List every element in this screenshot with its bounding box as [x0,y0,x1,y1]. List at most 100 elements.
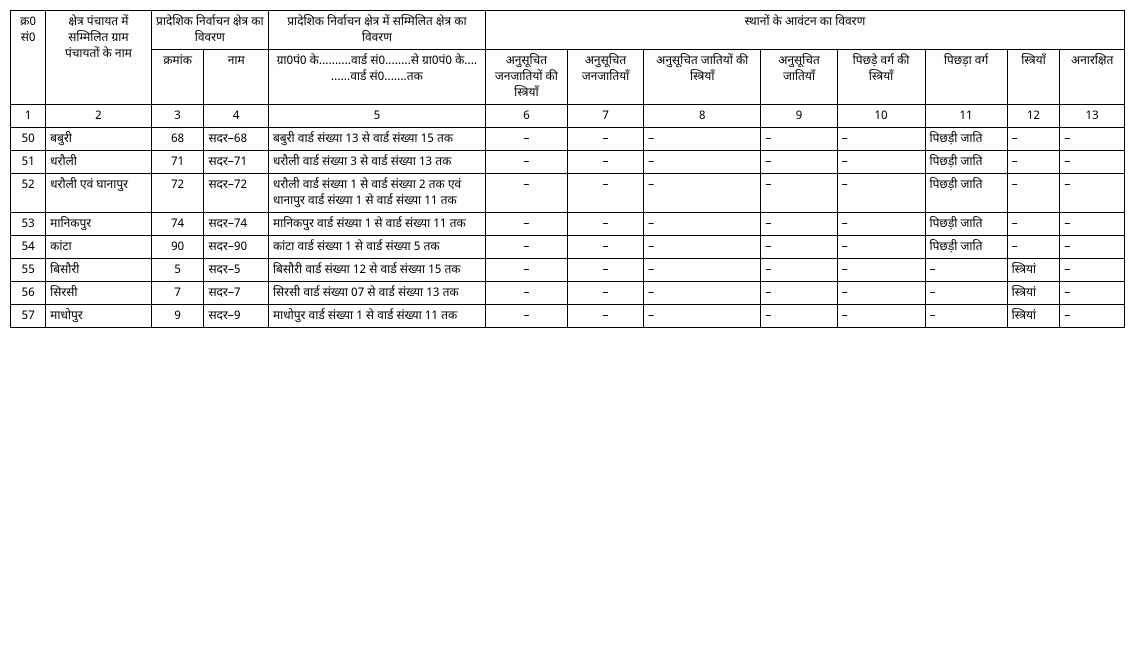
cell-desc: मानिकपुर वार्ड संख्या 1 से वार्ड संख्या … [268,213,485,236]
cell-gp: धरौली [46,151,152,174]
cell-desc: सिरसी वार्ड संख्या 07 से वार्ड संख्या 13… [268,282,485,305]
cell-desc: धरौली वार्ड संख्या 3 से वार्ड संख्या 13 … [268,151,485,174]
cell-c13: – [1060,259,1125,282]
col-constituency: प्रादेशिक निर्वाचन क्षेत्र का विवरण [151,11,268,50]
cell-c10: – [837,282,925,305]
cell-c9: – [761,305,837,328]
table-row: 50बबुरी68सदर–68बबुरी वार्ड संख्या 13 से … [11,128,1125,151]
cell-c6: – [485,128,567,151]
cell-kramank: 5 [151,259,204,282]
cell-kramank: 68 [151,128,204,151]
col-number: 8 [644,105,761,128]
table-row: 57माधोपुर9सदर–9माधोपुर वार्ड संख्या 1 से… [11,305,1125,328]
table-body: 50बबुरी68सदर–68बबुरी वार्ड संख्या 13 से … [11,128,1125,328]
sub-sc: अनुसूचित जातियाँ [761,50,837,105]
cell-naam: सदर–68 [204,128,269,151]
cell-c8: – [644,213,761,236]
cell-naam: सदर–74 [204,213,269,236]
sub-unreserved: अनारक्षित [1060,50,1125,105]
cell-naam: सदर–7 [204,282,269,305]
cell-c12: – [1007,128,1060,151]
col-number: 12 [1007,105,1060,128]
sub-obc: पिछड़ा वर्ग [925,50,1007,105]
cell-c13: – [1060,305,1125,328]
cell-c10: – [837,151,925,174]
cell-c9: – [761,213,837,236]
cell-c10: – [837,305,925,328]
cell-c8: – [644,282,761,305]
cell-c10: – [837,236,925,259]
cell-c6: – [485,282,567,305]
cell-serial: 57 [11,305,46,328]
cell-kramank: 7 [151,282,204,305]
cell-serial: 52 [11,174,46,213]
cell-naam: सदर–90 [204,236,269,259]
sub-kramank: क्रमांक [151,50,204,105]
table-row: 56सिरसी7सदर–7सिरसी वार्ड संख्या 07 से वा… [11,282,1125,305]
cell-c8: – [644,174,761,213]
cell-naam: सदर–71 [204,151,269,174]
col-number: 4 [204,105,269,128]
cell-c9: – [761,236,837,259]
cell-c12: स्त्रियां [1007,259,1060,282]
cell-c9: – [761,259,837,282]
col-number: 9 [761,105,837,128]
cell-c12: स्त्रियां [1007,282,1060,305]
cell-c12: – [1007,174,1060,213]
cell-naam: सदर–72 [204,174,269,213]
cell-c7: – [567,128,643,151]
cell-gp: माधोपुर [46,305,152,328]
cell-c9: – [761,128,837,151]
cell-c8: – [644,305,761,328]
table-head: क्र0 सं0 क्षेत्र पंचायत में सम्मिलित ग्र… [11,11,1125,128]
cell-c6: – [485,151,567,174]
cell-kramank: 74 [151,213,204,236]
cell-c6: – [485,213,567,236]
cell-c9: – [761,174,837,213]
cell-kramank: 90 [151,236,204,259]
cell-c6: – [485,236,567,259]
cell-gp: मानिकपुर [46,213,152,236]
table-row: 52धरौली एवं घानापुर72सदर–72धरौली वार्ड स… [11,174,1125,213]
col-number: 1 [11,105,46,128]
cell-c10: – [837,213,925,236]
col-number: 3 [151,105,204,128]
cell-c7: – [567,151,643,174]
cell-gp: बबुरी [46,128,152,151]
col-serial: क्र0 सं0 [11,11,46,105]
cell-c12: – [1007,213,1060,236]
cell-c7: – [567,213,643,236]
cell-c11: पिछड़ी जाति [925,174,1007,213]
cell-serial: 50 [11,128,46,151]
cell-c11: पिछड़ी जाति [925,213,1007,236]
col-number: 13 [1060,105,1125,128]
cell-c12: स्त्रियां [1007,305,1060,328]
cell-gp: धरौली एवं घानापुर [46,174,152,213]
cell-c8: – [644,236,761,259]
cell-c6: – [485,305,567,328]
cell-desc: कांटा वार्ड संख्या 1 से वार्ड संख्या 5 त… [268,236,485,259]
table-row: 55बिसौरी5सदर–5बिसौरी वार्ड संख्या 12 से … [11,259,1125,282]
cell-c8: – [644,128,761,151]
allocation-table: क्र0 सं0 क्षेत्र पंचायत में सम्मिलित ग्र… [10,10,1125,328]
col-number: 10 [837,105,925,128]
cell-c7: – [567,259,643,282]
cell-desc: बबुरी वार्ड संख्या 13 से वार्ड संख्या 15… [268,128,485,151]
col-gp: क्षेत्र पंचायत में सम्मिलित ग्राम पंचायत… [46,11,152,105]
sub-ward-range: ग्रा0पं0 के..........वार्ड सं0........से… [268,50,485,105]
cell-c6: – [485,259,567,282]
cell-c13: – [1060,282,1125,305]
cell-desc: बिसौरी वार्ड संख्या 12 से वार्ड संख्या 1… [268,259,485,282]
cell-kramank: 72 [151,174,204,213]
cell-c6: – [485,174,567,213]
col-number: 5 [268,105,485,128]
cell-desc: धरौली वार्ड संख्या 1 से वार्ड संख्या 2 त… [268,174,485,213]
cell-serial: 51 [11,151,46,174]
cell-naam: सदर–9 [204,305,269,328]
cell-gp: सिरसी [46,282,152,305]
cell-naam: सदर–5 [204,259,269,282]
cell-c10: – [837,259,925,282]
cell-c11: – [925,282,1007,305]
col-number: 2 [46,105,152,128]
cell-c13: – [1060,174,1125,213]
